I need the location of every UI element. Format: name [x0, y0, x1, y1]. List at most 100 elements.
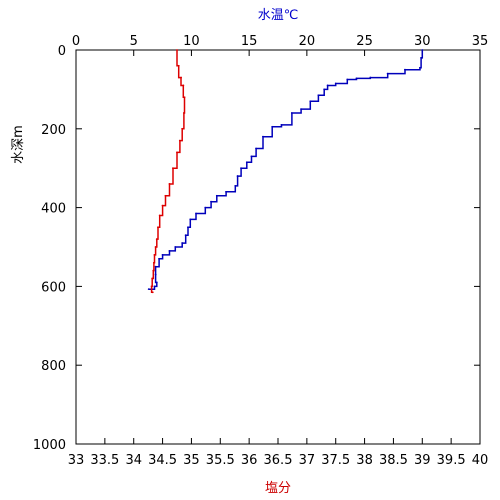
- temperature-point: [210, 200, 212, 203]
- bottom-tick-label: 33.5: [90, 453, 119, 468]
- top-tick-label: 20: [299, 34, 316, 49]
- salinity-point: [154, 246, 157, 248]
- bottom-tick-label: 34.5: [148, 453, 177, 468]
- bottom-tick-label: 34: [125, 453, 142, 468]
- temperature-point: [323, 88, 326, 91]
- y-tick-label: 400: [41, 202, 66, 217]
- salinity-point: [176, 151, 178, 154]
- temperature-point: [236, 175, 239, 177]
- temperature-point: [154, 273, 157, 276]
- temperature-point: [154, 265, 157, 268]
- temperature-point: [245, 161, 248, 164]
- left-axis: 0 200 400 600 800 1000: [33, 44, 480, 453]
- temperature-point: [215, 194, 218, 197]
- bottom-tick-label: 35.5: [206, 453, 235, 468]
- temperature-point: [262, 135, 264, 138]
- temperature-point: [184, 234, 187, 237]
- temperature-point: [204, 206, 207, 209]
- salinity-point: [155, 238, 158, 241]
- salinity-point: [176, 49, 178, 51]
- bottom-axis: 33 33.5 34 34.5 35 35.5 36 36.5 37 37.5 38 38.5 39 39…: [68, 438, 489, 468]
- salinity-point: [172, 167, 174, 170]
- salinity-point: [180, 76, 182, 79]
- temperature-point: [161, 253, 164, 256]
- top-tick-label: 25: [356, 34, 373, 49]
- temperature-point: [309, 100, 312, 103]
- salinity-point: [153, 253, 156, 256]
- y-tick-label: 600: [41, 280, 66, 295]
- top-tick-label: 0: [72, 34, 80, 49]
- bottom-tick-label: 38: [356, 453, 373, 468]
- temperature-point: [271, 125, 274, 128]
- y-tick-label: 800: [41, 359, 66, 374]
- temperature-point: [195, 212, 197, 215]
- y-tick-label: 1000: [33, 438, 66, 453]
- top-axis-title: 水温℃: [258, 8, 299, 23]
- temperature-point: [300, 108, 302, 110]
- temperature-point: [240, 167, 242, 170]
- salinity-point: [183, 96, 186, 99]
- temperature-point: [404, 68, 406, 71]
- bottom-tick-label: 35: [183, 453, 200, 468]
- temperature-point: [225, 190, 227, 193]
- salinity-point: [164, 194, 167, 197]
- salinity-point: [177, 64, 180, 67]
- temperature-point: [355, 77, 358, 80]
- temperature-point: [158, 257, 161, 260]
- temperature-point: [181, 242, 184, 244]
- salinity-point: [182, 84, 185, 87]
- salinity-point: [153, 261, 155, 264]
- bottom-tick-label: 38.5: [379, 453, 408, 468]
- bottom-tick-label: 40: [472, 453, 489, 468]
- temperature-point: [334, 82, 337, 85]
- temperature-point: [317, 94, 320, 97]
- bottom-tick-label: 37: [299, 453, 316, 468]
- top-tick-label: 30: [414, 34, 431, 49]
- salinity-point: [181, 127, 184, 130]
- bottom-tick-label: 39: [414, 453, 431, 468]
- y-axis-title: 水深m: [11, 125, 26, 164]
- temperature-point: [419, 66, 421, 69]
- temperature-point: [420, 56, 423, 59]
- temperature-point: [153, 285, 156, 288]
- top-tick-label: 15: [241, 34, 258, 49]
- bottom-tick-label: 33: [68, 453, 85, 468]
- temperature-point: [421, 49, 424, 51]
- top-axis: 0 5 10 15 20 25 30 35: [72, 34, 488, 56]
- bottom-tick-label: 36: [241, 453, 258, 468]
- salinity-point: [150, 285, 153, 288]
- salinity-point: [152, 269, 155, 272]
- bottom-axis-title: 塩分: [265, 481, 291, 496]
- temperature-point: [155, 281, 158, 284]
- temperature-point: [280, 123, 283, 126]
- salinity-point: [178, 139, 181, 142]
- bottom-tick-label: 36.5: [264, 453, 293, 468]
- temperature-point: [168, 250, 171, 252]
- temperature-point: [346, 78, 349, 81]
- temperature-point: [386, 72, 389, 75]
- temperature-point: [290, 112, 293, 114]
- bottom-tick-label: 39.5: [437, 453, 466, 468]
- temperature-point: [326, 84, 329, 87]
- salinity-point: [158, 214, 161, 217]
- y-tick-label: 0: [58, 44, 66, 59]
- y-tick-label: 200: [41, 123, 66, 138]
- salinity-line: [150, 50, 186, 294]
- plot-frame: [75, 49, 481, 445]
- temperature-point: [187, 226, 189, 229]
- bottom-tick-label: 37.5: [321, 453, 350, 468]
- temperature-point: [174, 246, 177, 248]
- temperature-point: [189, 218, 192, 221]
- temperature-line: [148, 50, 424, 290]
- top-tick-label: 10: [183, 34, 200, 49]
- salinity-point: [168, 183, 171, 185]
- temperature-point: [369, 76, 372, 79]
- temperature-point: [147, 288, 150, 291]
- salinity-point: [151, 291, 154, 294]
- salinity-point: [183, 112, 185, 114]
- temperature-point: [255, 147, 257, 150]
- series-layer: [147, 49, 424, 294]
- salinity-point: [157, 226, 159, 229]
- temperature-point: [234, 185, 237, 187]
